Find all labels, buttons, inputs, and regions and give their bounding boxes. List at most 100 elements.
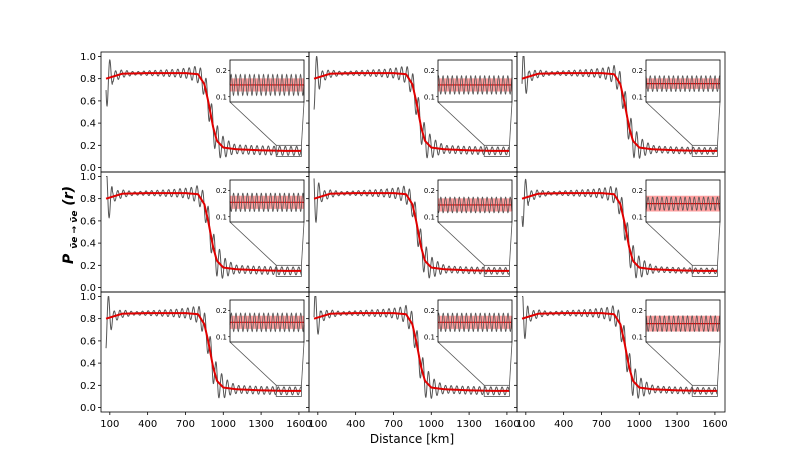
- inset-y-tick-label: 0.1: [424, 93, 435, 101]
- x-tick-label: 1000: [627, 419, 652, 430]
- zoom-connector-line: [645, 101, 693, 146]
- zoom-connector-line: [229, 341, 277, 386]
- zoom-connector-line: [229, 101, 277, 146]
- oscillating-probability-curve: [105, 58, 302, 159]
- x-tick-label: 100: [516, 419, 535, 430]
- zoom-connector-line: [645, 341, 693, 386]
- inset-oscillating-curve: [229, 73, 305, 97]
- averaged-probability-curve: [521, 72, 718, 152]
- inset-y-tick-label: 0.1: [216, 213, 227, 221]
- y-axis-label-base: P: [61, 253, 77, 264]
- inset-oscillating-curve: [645, 196, 721, 211]
- inset-axes: 0.1 0.2: [424, 59, 513, 103]
- inset-axes: 0.1 0.2: [632, 179, 721, 223]
- zoom-connector-line: [509, 101, 513, 146]
- x-tick-label: 100: [308, 419, 327, 430]
- y-tick-label: 0.6: [80, 216, 96, 227]
- inset-oscillating-curve: [437, 196, 513, 214]
- x-tick-label: 1300: [248, 419, 273, 430]
- y-tick-label: 0.0: [80, 163, 96, 174]
- zoom-region-box: [275, 144, 302, 157]
- zoom-connector-line: [301, 221, 305, 266]
- inset-y-tick-label: 0.2: [424, 67, 435, 75]
- zoom-connector-line: [301, 341, 305, 386]
- y-tick-label: 0.8: [80, 194, 96, 205]
- y-tick-label: 0.8: [80, 74, 96, 85]
- y-tick-label: 1.0: [80, 52, 96, 63]
- x-tick-label: 700: [176, 419, 195, 430]
- oscillating-probability-curve: [313, 295, 510, 399]
- y-axis-label-suffix: (r): [61, 186, 77, 206]
- averaged-probability-curve: [313, 192, 510, 272]
- y-tick-labels: 0.00.20.40.60.81.00.00.20.40.60.81.00.00…: [80, 52, 96, 414]
- zoom-connector-line: [437, 221, 485, 266]
- zoom-region-box: [483, 144, 510, 157]
- zoom-connector-line: [645, 221, 693, 266]
- panel-frame: [516, 291, 726, 413]
- x-tick-label: 1600: [494, 419, 519, 430]
- x-tick-label: 700: [592, 419, 611, 430]
- zoom-connector-line: [437, 101, 485, 146]
- inset-oscillating-curve: [437, 74, 513, 95]
- inset-oscillating-curve: [229, 192, 305, 212]
- inset-y-tick-label: 0.1: [216, 93, 227, 101]
- inset-frame: [229, 179, 305, 223]
- inset-axes: 0.1 0.2: [424, 299, 513, 343]
- inset-y-tick-label: 0.1: [216, 333, 227, 341]
- oscillating-probability-curve: [521, 178, 718, 279]
- y-tick-label: 0.0: [80, 283, 96, 294]
- inset-oscillating-curve: [229, 312, 305, 333]
- y-tick-label: 1.0: [80, 292, 96, 303]
- panel-1-2: 0.1 0.2: [514, 171, 726, 293]
- x-tick-label: 1000: [419, 419, 444, 430]
- averaged-probability-curve: [313, 312, 510, 392]
- panel-0-2: 0.1 0.2: [514, 51, 726, 173]
- x-tick-label: 400: [346, 419, 365, 430]
- inset-frame: [437, 179, 513, 223]
- zoom-region-box: [275, 264, 302, 277]
- zoom-connector-line: [717, 101, 721, 146]
- zoom-connector-line: [229, 221, 277, 266]
- y-tick-label: 0.6: [80, 96, 96, 107]
- y-tick-label: 0.2: [80, 381, 96, 392]
- panels-grid: 0.10.20.10.20.10.20.10.20.10.20.10.20.10…: [98, 51, 726, 413]
- inset-frame: [229, 299, 305, 343]
- averaged-probability-curve: [521, 192, 718, 272]
- x-tick-label: 1600: [702, 419, 727, 430]
- y-axis-label: P ν̄e → ν̄e (r): [61, 186, 81, 264]
- zoom-connector-line: [509, 341, 513, 386]
- oscillating-probability-curve: [521, 55, 718, 159]
- x-axis-label: Distance [km]: [370, 432, 454, 446]
- averaged-probability-curve: [105, 72, 302, 152]
- panel-2-1: 0.1 0.2: [306, 291, 518, 413]
- y-tick-label: 0.2: [80, 261, 96, 272]
- inset-oscillating-curve: [645, 315, 721, 332]
- zoom-connector-line: [509, 221, 513, 266]
- inset-frame: [437, 299, 513, 343]
- inset-oscillating-curve: [437, 312, 513, 333]
- x-tick-label: 700: [384, 419, 403, 430]
- averaged-probability-curve: [521, 312, 718, 392]
- inset-y-tick-label: 0.1: [632, 333, 643, 341]
- inset-y-tick-label: 0.2: [216, 307, 227, 315]
- panel-0-1: 0.1 0.2: [306, 51, 518, 173]
- inset-axes: 0.1 0.2: [216, 179, 305, 223]
- inset-y-tick-label: 0.1: [632, 213, 643, 221]
- zoom-connector-line: [717, 341, 721, 386]
- zoom-region-box: [275, 384, 302, 397]
- x-tick-label: 1000: [211, 419, 236, 430]
- averaged-probability-curve: [105, 312, 302, 392]
- oscillating-probability-curve: [313, 178, 510, 279]
- y-tick-label: 0.8: [80, 314, 96, 325]
- inset-axes: 0.1 0.2: [632, 299, 721, 343]
- inset-oscillating-curve: [645, 75, 721, 93]
- x-tick-label: 400: [554, 419, 573, 430]
- inset-y-tick-label: 0.2: [632, 67, 643, 75]
- averaged-probability-curve: [313, 72, 510, 152]
- inset-axes: 0.1 0.2: [424, 179, 513, 223]
- inset-y-tick-label: 0.2: [424, 307, 435, 315]
- y-tick-label: 0.2: [80, 141, 96, 152]
- x-tick-label: 1300: [456, 419, 481, 430]
